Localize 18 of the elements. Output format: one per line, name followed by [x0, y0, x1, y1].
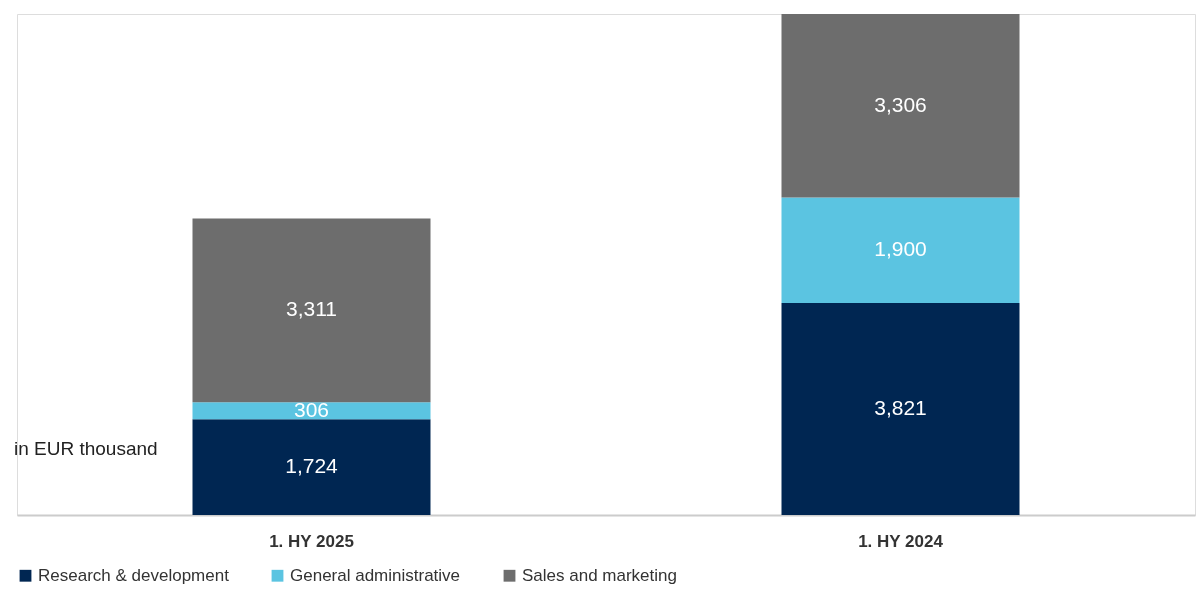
- legend-label: Sales and marketing: [522, 565, 677, 585]
- data-label: 3,821: [874, 395, 927, 419]
- annotation: in EUR thousand: [14, 438, 158, 459]
- x-tick-label: 1. HY 2025: [269, 531, 354, 551]
- data-label: 3,311: [286, 297, 337, 321]
- legend-label: General administrative: [290, 565, 461, 585]
- bar: [192, 218, 431, 403]
- bar: [781, 14, 1020, 198]
- data-label: 3,306: [874, 92, 927, 116]
- data-label: 1,900: [874, 237, 927, 261]
- bar: [781, 197, 1020, 303]
- data-label: 306: [293, 397, 330, 421]
- legend-label: Research & development: [38, 565, 230, 585]
- bar: [192, 419, 431, 515]
- data-label: 1,724: [285, 454, 339, 478]
- bar: [781, 302, 1020, 515]
- x-tick-label: 1. HY 2024: [858, 531, 944, 551]
- bar: [192, 402, 431, 420]
